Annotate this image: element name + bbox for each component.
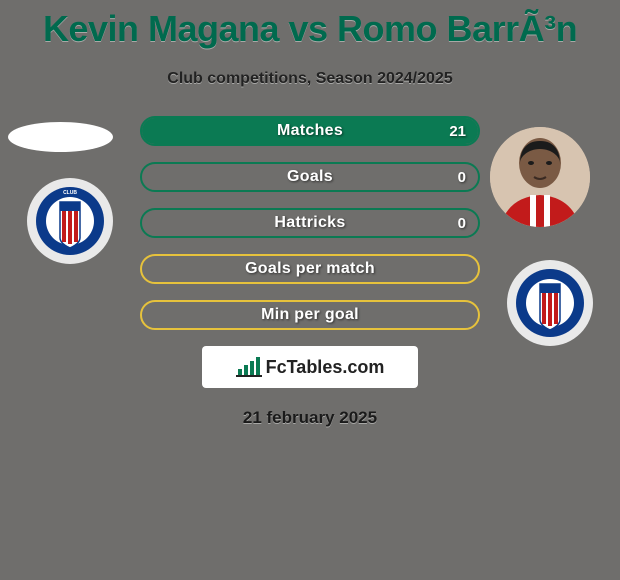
stat-value: 0 [458, 208, 466, 238]
subtitle: Club competitions, Season 2024/2025 [0, 70, 620, 88]
bar-chart-icon [236, 357, 262, 377]
stat-label: Goals [140, 162, 480, 192]
svg-text:CLUB: CLUB [63, 190, 77, 196]
comparison-date: 21 february 2025 [0, 408, 620, 428]
player-b-silhouette [490, 127, 590, 227]
stat-row: Matches21 [140, 116, 480, 146]
stat-value: 21 [449, 116, 466, 146]
player-b-avatar [490, 127, 590, 227]
stat-label: Goals per match [140, 254, 480, 284]
branding-badge: FcTables.com [202, 346, 418, 388]
stat-value: 0 [458, 162, 466, 192]
crest-icon [515, 268, 585, 338]
page-title: Kevin Magana vs Romo BarrÃ³n [0, 0, 620, 50]
comparison-card: Kevin Magana vs Romo BarrÃ³n Club compet… [0, 0, 620, 580]
player-b-club-crest [507, 260, 593, 346]
stat-row: Goals0 [140, 162, 480, 192]
crest-icon: CLUB [35, 186, 105, 256]
stat-label: Min per goal [140, 300, 480, 330]
stat-label: Matches [140, 116, 480, 146]
stat-row: Hattricks0 [140, 208, 480, 238]
stat-row: Min per goal [140, 300, 480, 330]
stat-row: Goals per match [140, 254, 480, 284]
player-a-avatar [8, 122, 113, 152]
branding-text: FcTables.com [266, 357, 385, 378]
stat-label: Hattricks [140, 208, 480, 238]
player-a-club-crest: CLUB [27, 178, 113, 264]
